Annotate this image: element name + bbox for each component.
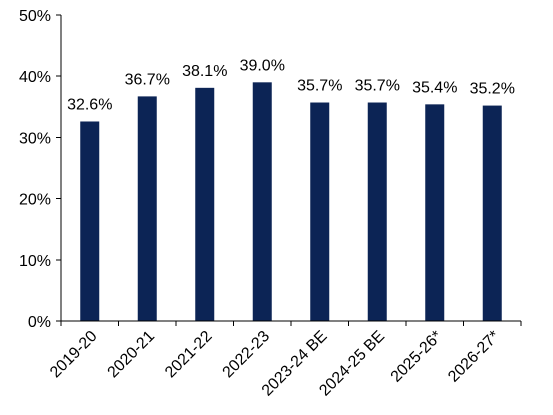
data-labels: 32.6% 36.7% 38.1% 39.0% 35.7% 35.7% 35.4% 35.2% [67,57,515,113]
bar [367,102,387,322]
bar [310,102,330,322]
x-tick-label: 2026-27* [445,328,503,386]
data-label: 35.4% [412,79,457,96]
bar [195,87,215,321]
data-label: 38.1% [182,63,227,80]
y-tick-label: 0% [28,314,51,331]
x-tick-label: 2022-23 [220,328,274,382]
data-label: 35.2% [470,81,515,98]
y-tick-label: 50% [19,8,51,25]
y-tick-label: 30% [19,130,51,147]
data-label: 35.7% [355,78,400,95]
data-label: 39.0% [240,57,285,74]
bar [137,96,157,321]
bar [425,104,445,322]
y-tick-label: 40% [19,69,51,86]
x-tick-label: 2019-20 [47,328,101,382]
data-label: 35.7% [297,78,342,95]
bar [252,82,272,321]
x-tick-label: 2021-22 [162,328,216,382]
bars [80,82,502,322]
y-axis-ticks: 0% 10% 20% 30% 40% 50% [19,8,61,331]
bar [80,121,100,321]
x-tick-label: 2020-21 [105,328,159,382]
y-tick-label: 10% [19,253,51,270]
data-label: 36.7% [125,71,170,88]
x-tick-label: 2025-26* [388,328,446,386]
bar [482,105,502,322]
data-label: 32.6% [67,96,112,113]
y-tick-label: 20% [19,192,51,209]
